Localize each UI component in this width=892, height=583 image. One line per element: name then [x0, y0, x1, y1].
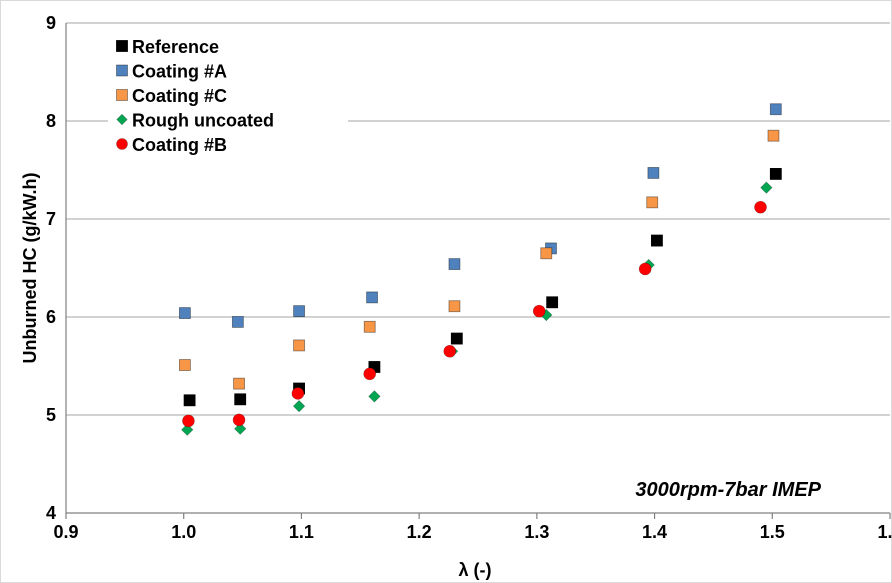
y-axis-title: Unburned HC (g/kW.h): [20, 173, 40, 364]
y-tick-label: 9: [46, 13, 56, 33]
legend-background: [108, 30, 348, 210]
legend-marker: [116, 40, 128, 52]
data-point: [443, 344, 457, 358]
data-point: [183, 394, 196, 407]
data-point: [293, 339, 305, 352]
legend-marker: [116, 89, 128, 101]
data-point: [760, 181, 773, 194]
y-tick-label: 7: [46, 209, 56, 229]
grid-lines: [66, 22, 890, 416]
y-tick-label: 4: [46, 503, 56, 523]
data-point: [366, 291, 378, 304]
data-point: [546, 296, 559, 309]
data-point: [181, 423, 194, 436]
data-point: [532, 304, 546, 318]
legend-label: Coating #C: [132, 86, 227, 106]
data-point: [767, 129, 780, 142]
data-point: [448, 258, 461, 270]
chart-annotation: 3000rpm-7bar IMEP: [635, 479, 821, 501]
data-point: [292, 400, 306, 413]
legend-label: Reference: [132, 37, 219, 57]
data-point: [291, 387, 305, 400]
data-point: [182, 414, 195, 428]
y-tick-label: 5: [46, 405, 56, 425]
data-point: [368, 390, 381, 403]
data-point: [234, 422, 247, 435]
data-point: [363, 320, 376, 333]
legend-marker: [116, 64, 128, 77]
data-point: [234, 393, 247, 406]
legend: Reference Coating #A Coating #C Rough uncoa…: [108, 30, 348, 210]
x-tick-label: 1.1: [289, 522, 314, 542]
data-point: [448, 300, 461, 313]
data-point: [769, 168, 782, 180]
legend-marker: [116, 138, 128, 150]
x-tick-label: 1.5: [760, 522, 785, 542]
data-point: [754, 200, 767, 214]
y-tick-label: 8: [46, 111, 56, 131]
data-point: [363, 367, 377, 381]
y-tick-label: 6: [46, 307, 56, 327]
x-tick-label: 1.2: [407, 522, 432, 542]
x-axis-title: λ (-): [459, 560, 492, 580]
data-point: [646, 196, 659, 209]
data-point: [638, 262, 652, 276]
legend-label: Coating #A: [132, 62, 227, 82]
data-point: [233, 377, 245, 390]
data-point: [293, 305, 305, 318]
legend-marker: [116, 113, 128, 126]
x-tick-label: 1.3: [524, 522, 549, 542]
x-tick-label: 1.6: [877, 522, 892, 542]
data-point: [231, 315, 244, 328]
data-point: [178, 307, 191, 319]
data-point: [647, 167, 660, 179]
legend-label: Rough uncoated: [132, 111, 274, 131]
series-rough-uncoated: [181, 181, 773, 436]
legend-label: Coating #B: [132, 135, 227, 155]
data-point: [769, 103, 782, 116]
axes: 4 5 6 7 8 9 0.9 1.0 1.1 1.2 1.3 1.4 1.5 1.6: [46, 13, 892, 542]
x-tick-label: 1.4: [642, 522, 667, 542]
data-point: [651, 234, 663, 247]
data-points: [178, 103, 782, 436]
data-point: [232, 413, 246, 427]
x-tick-label: 0.9: [53, 522, 78, 542]
series-coating-b: [182, 200, 767, 428]
x-tick-label: 1.0: [171, 522, 196, 542]
data-point: [178, 359, 191, 371]
data-point: [540, 247, 553, 260]
data-point: [450, 332, 463, 345]
series-coating-c: [178, 129, 780, 390]
